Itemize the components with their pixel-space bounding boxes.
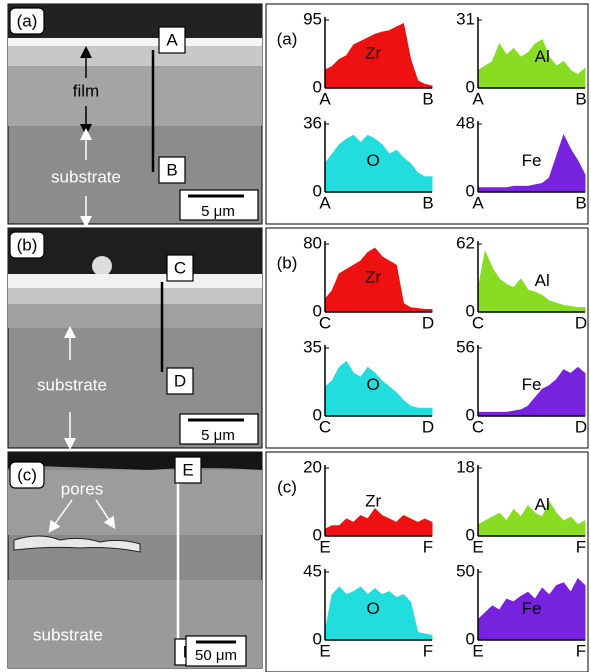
layer-label: substrate xyxy=(51,167,121,186)
y-tick-label: 0 xyxy=(466,405,475,424)
element-label: O xyxy=(367,151,380,170)
scale-bar: 5 μm xyxy=(201,203,235,220)
point-label: B xyxy=(166,160,177,179)
element-label: Al xyxy=(535,495,550,514)
element-label: Fe xyxy=(522,151,542,170)
y-tick-label: 0 xyxy=(313,77,322,96)
x-start-label: C xyxy=(472,417,484,436)
element-label: Zr xyxy=(365,267,381,286)
scan-profile xyxy=(477,39,586,89)
x-start-label: C xyxy=(472,313,484,332)
y-tick-label: 48 xyxy=(456,113,475,132)
point-label: C xyxy=(174,258,186,277)
y-tick-label: 0 xyxy=(466,301,475,320)
y-tick-label: 0 xyxy=(466,77,475,96)
sem-image-a: (a) A B film substrate 5 μm xyxy=(7,3,263,228)
y-tick-label: 20 xyxy=(303,457,322,476)
panel-label: (b) xyxy=(17,235,38,254)
scan-profile xyxy=(477,134,586,193)
x-end-label: B xyxy=(575,193,586,212)
panel-label: (b) xyxy=(277,253,298,272)
x-end-label: F xyxy=(423,641,433,660)
x-start-label: E xyxy=(472,641,483,660)
y-tick-label: 0 xyxy=(313,525,322,544)
x-end-label: F xyxy=(576,641,586,660)
y-tick-label: 0 xyxy=(313,405,322,424)
sem-image-b: (b) C D substrate 5 μm xyxy=(7,227,263,450)
y-tick-label: 50 xyxy=(456,561,475,580)
y-tick-label: 35 xyxy=(303,337,322,356)
scan-profile xyxy=(477,366,586,417)
scan-profile xyxy=(324,508,433,537)
x-start-label: E xyxy=(319,537,330,556)
feature-label: pores xyxy=(61,479,104,498)
element-label: Al xyxy=(535,47,550,66)
scan-profile xyxy=(324,586,433,641)
element-label: Fe xyxy=(522,599,542,618)
x-end-label: D xyxy=(575,313,587,332)
scan-profile xyxy=(324,247,433,313)
layer-label: substrate xyxy=(33,625,103,644)
scan-profile xyxy=(324,134,433,193)
scan-profile xyxy=(324,22,433,89)
x-end-label: F xyxy=(423,537,433,556)
y-tick-label: 0 xyxy=(466,525,475,544)
sem-image-c: (c) E F pores substrate 50 μm xyxy=(7,451,263,669)
x-end-label: B xyxy=(422,193,433,212)
y-tick-label: 45 xyxy=(303,561,322,580)
y-tick-label: 18 xyxy=(456,457,475,476)
point-label: E xyxy=(182,460,193,479)
x-start-label: A xyxy=(472,193,484,212)
x-start-label: A xyxy=(472,89,484,108)
element-label: Al xyxy=(535,271,550,290)
x-start-label: C xyxy=(319,313,331,332)
y-tick-label: 0 xyxy=(313,181,322,200)
y-tick-label: 0 xyxy=(313,301,322,320)
y-tick-label: 0 xyxy=(466,629,475,648)
x-end-label: F xyxy=(576,537,586,556)
scale-bar: 50 μm xyxy=(195,647,237,664)
x-end-label: D xyxy=(422,417,434,436)
x-end-label: D xyxy=(422,313,434,332)
y-tick-label: 62 xyxy=(456,233,475,252)
y-tick-label: 95 xyxy=(303,9,322,28)
element-label: Zr xyxy=(365,43,381,62)
scale-bar: 5 μm xyxy=(201,427,235,444)
element-label: O xyxy=(367,375,380,394)
scan-profile xyxy=(477,577,586,641)
panel-label: (c) xyxy=(17,465,37,484)
scan-profile xyxy=(477,500,586,537)
y-tick-label: 80 xyxy=(303,233,322,252)
x-start-label: A xyxy=(319,89,331,108)
x-end-label: B xyxy=(422,89,433,108)
panel-label: (c) xyxy=(277,477,297,496)
scan-profile xyxy=(324,360,433,417)
point-label: D xyxy=(174,371,186,390)
x-start-label: A xyxy=(319,193,331,212)
point-label: A xyxy=(166,30,178,49)
y-tick-label: 56 xyxy=(456,337,475,356)
x-start-label: E xyxy=(472,537,483,556)
layer-label: substrate xyxy=(37,375,107,394)
element-label: O xyxy=(367,599,380,618)
y-tick-label: 31 xyxy=(456,9,475,28)
y-tick-label: 0 xyxy=(466,181,475,200)
x-end-label: D xyxy=(575,417,587,436)
element-label: Zr xyxy=(365,491,381,510)
x-end-label: B xyxy=(575,89,586,108)
layer-label: film xyxy=(73,81,99,100)
y-tick-label: 0 xyxy=(313,629,322,648)
x-start-label: C xyxy=(319,417,331,436)
panel-label: (a) xyxy=(17,11,38,30)
panel-label: (a) xyxy=(277,29,298,48)
scan-profile xyxy=(477,249,586,313)
element-label: Fe xyxy=(522,375,542,394)
y-tick-label: 36 xyxy=(303,113,322,132)
x-start-label: E xyxy=(319,641,330,660)
